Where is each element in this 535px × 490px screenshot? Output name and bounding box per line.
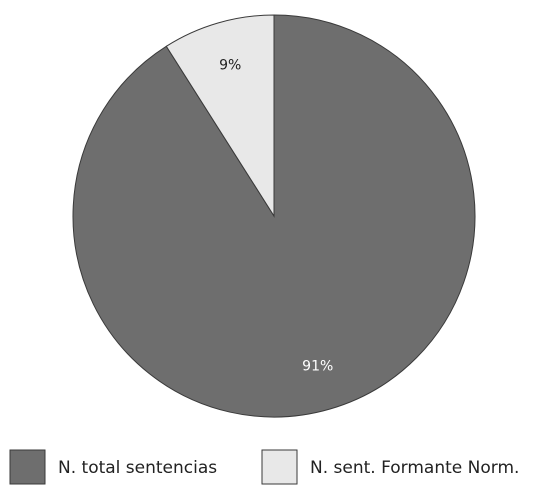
legend-swatch	[261, 449, 298, 485]
slice-label: 9%	[219, 57, 241, 73]
legend-label: N. sent. Formante Norm.	[310, 458, 519, 478]
legend-label: N. total sentencias	[58, 458, 217, 478]
legend-swatch	[9, 449, 46, 485]
pie-slice	[165, 14, 275, 218]
slice-label: 91%	[302, 359, 333, 375]
